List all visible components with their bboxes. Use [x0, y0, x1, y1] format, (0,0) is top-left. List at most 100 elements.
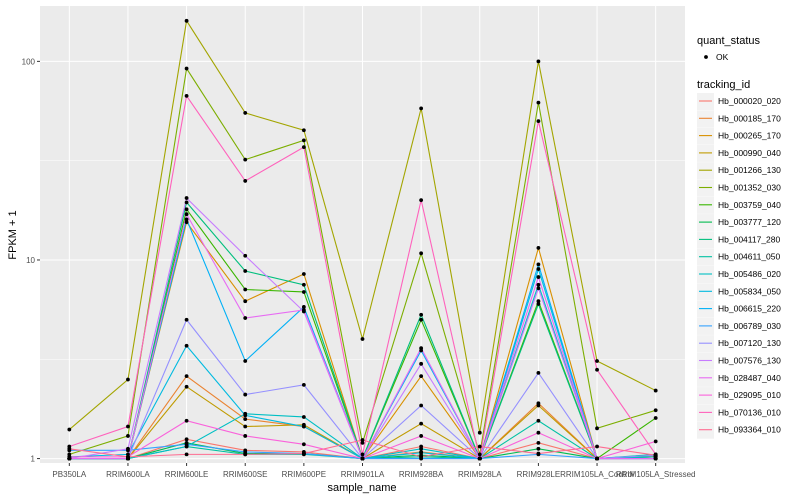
legend-shape-key	[704, 55, 708, 59]
data-point	[184, 94, 189, 98]
data-point	[419, 450, 424, 455]
legend-series-label: Hb_029095_010	[718, 390, 781, 400]
data-point	[536, 451, 541, 456]
data-point	[595, 426, 599, 431]
legend-series-label: Hb_007576_130	[718, 356, 781, 366]
data-point	[536, 371, 541, 375]
x-tick-label: RRIM928LA	[458, 470, 502, 479]
legend-series-label: Hb_000185_170	[718, 113, 781, 123]
legend-series-label: Hb_001352_030	[718, 183, 781, 193]
data-point	[243, 413, 248, 418]
data-point	[243, 111, 248, 115]
data-point	[301, 305, 306, 309]
data-point	[360, 438, 365, 442]
data-point	[301, 451, 306, 456]
x-tick-label: RRIM928BA	[399, 470, 444, 479]
data-point	[536, 418, 541, 423]
data-point	[243, 179, 248, 183]
data-point	[419, 312, 424, 317]
data-point	[301, 138, 306, 143]
legend-series-label: Hb_000020_020	[718, 96, 781, 106]
legend-series-label: Hb_007120_130	[718, 338, 781, 348]
data-point	[419, 198, 424, 203]
data-point	[419, 403, 424, 408]
x-tick-label: RRIM600SE	[223, 470, 267, 479]
x-tick-label: RRIM600LA	[106, 470, 150, 479]
data-point	[595, 456, 599, 461]
series-points	[67, 18, 658, 461]
data-point	[301, 290, 306, 294]
data-point	[301, 272, 306, 276]
data-point	[419, 421, 424, 426]
data-point	[419, 317, 424, 322]
data-point	[536, 282, 541, 287]
y-axis: 1 10 100	[22, 57, 40, 464]
data-point	[243, 424, 248, 429]
data-point	[419, 251, 424, 256]
data-point	[184, 207, 189, 212]
data-point	[477, 456, 482, 461]
data-point	[184, 442, 189, 447]
data-point	[360, 452, 365, 457]
data-point	[184, 418, 189, 423]
data-point	[301, 382, 306, 387]
legend-shape-title: quant_status	[697, 35, 760, 47]
data-point	[67, 454, 72, 459]
data-point	[184, 220, 189, 225]
data-point	[536, 403, 541, 408]
data-point	[595, 359, 599, 363]
legend-series-label: Hb_028487_040	[718, 373, 781, 383]
data-point	[126, 424, 130, 429]
data-point	[477, 444, 482, 449]
data-point	[243, 253, 248, 258]
x-tick-label: RRIM105LA_Stressed	[616, 470, 696, 479]
data-point	[653, 408, 658, 413]
legend: quant_status OK tracking_id Hb_000020_02…	[697, 35, 781, 439]
data-point	[184, 196, 189, 200]
legend-series-label: Hb_003777_120	[718, 217, 781, 227]
data-point	[301, 424, 306, 429]
data-point	[184, 317, 189, 322]
data-point	[184, 212, 189, 217]
legend-series-label: Hb_001266_130	[718, 165, 781, 175]
data-point	[184, 437, 189, 442]
data-point	[301, 128, 306, 133]
data-point	[536, 267, 541, 271]
data-point	[536, 59, 541, 64]
data-point	[536, 440, 541, 445]
data-point	[536, 299, 541, 304]
data-point	[126, 454, 130, 459]
data-point	[477, 430, 482, 435]
data-point	[243, 299, 248, 304]
legend-series-label: Hb_070136_010	[718, 407, 781, 417]
data-point	[419, 434, 424, 438]
data-point	[243, 359, 248, 363]
data-point	[243, 434, 248, 438]
data-point	[419, 454, 424, 459]
legend-series-label: Hb_005486_020	[718, 269, 781, 279]
legend-series-label: Hb_006615_220	[718, 304, 781, 314]
data-point	[184, 217, 189, 222]
legend-color-title: tracking_id	[697, 79, 750, 91]
data-point	[360, 440, 365, 445]
data-point	[536, 100, 541, 105]
legend-series-label: Hb_003759_040	[718, 200, 781, 210]
data-point	[126, 446, 130, 451]
data-point	[184, 66, 189, 71]
data-point	[595, 367, 599, 372]
data-point	[184, 343, 189, 348]
data-point	[67, 446, 72, 451]
data-point	[419, 361, 424, 366]
x-tick-label: PB350LA	[52, 470, 86, 479]
data-point	[536, 446, 541, 451]
data-point	[536, 119, 541, 124]
data-point	[301, 442, 306, 447]
y-tick-label: 10	[26, 256, 35, 265]
data-point	[184, 200, 189, 205]
data-point	[243, 392, 248, 397]
data-point	[653, 439, 658, 444]
data-point	[653, 388, 658, 393]
data-point	[301, 415, 306, 419]
data-point	[419, 346, 424, 350]
